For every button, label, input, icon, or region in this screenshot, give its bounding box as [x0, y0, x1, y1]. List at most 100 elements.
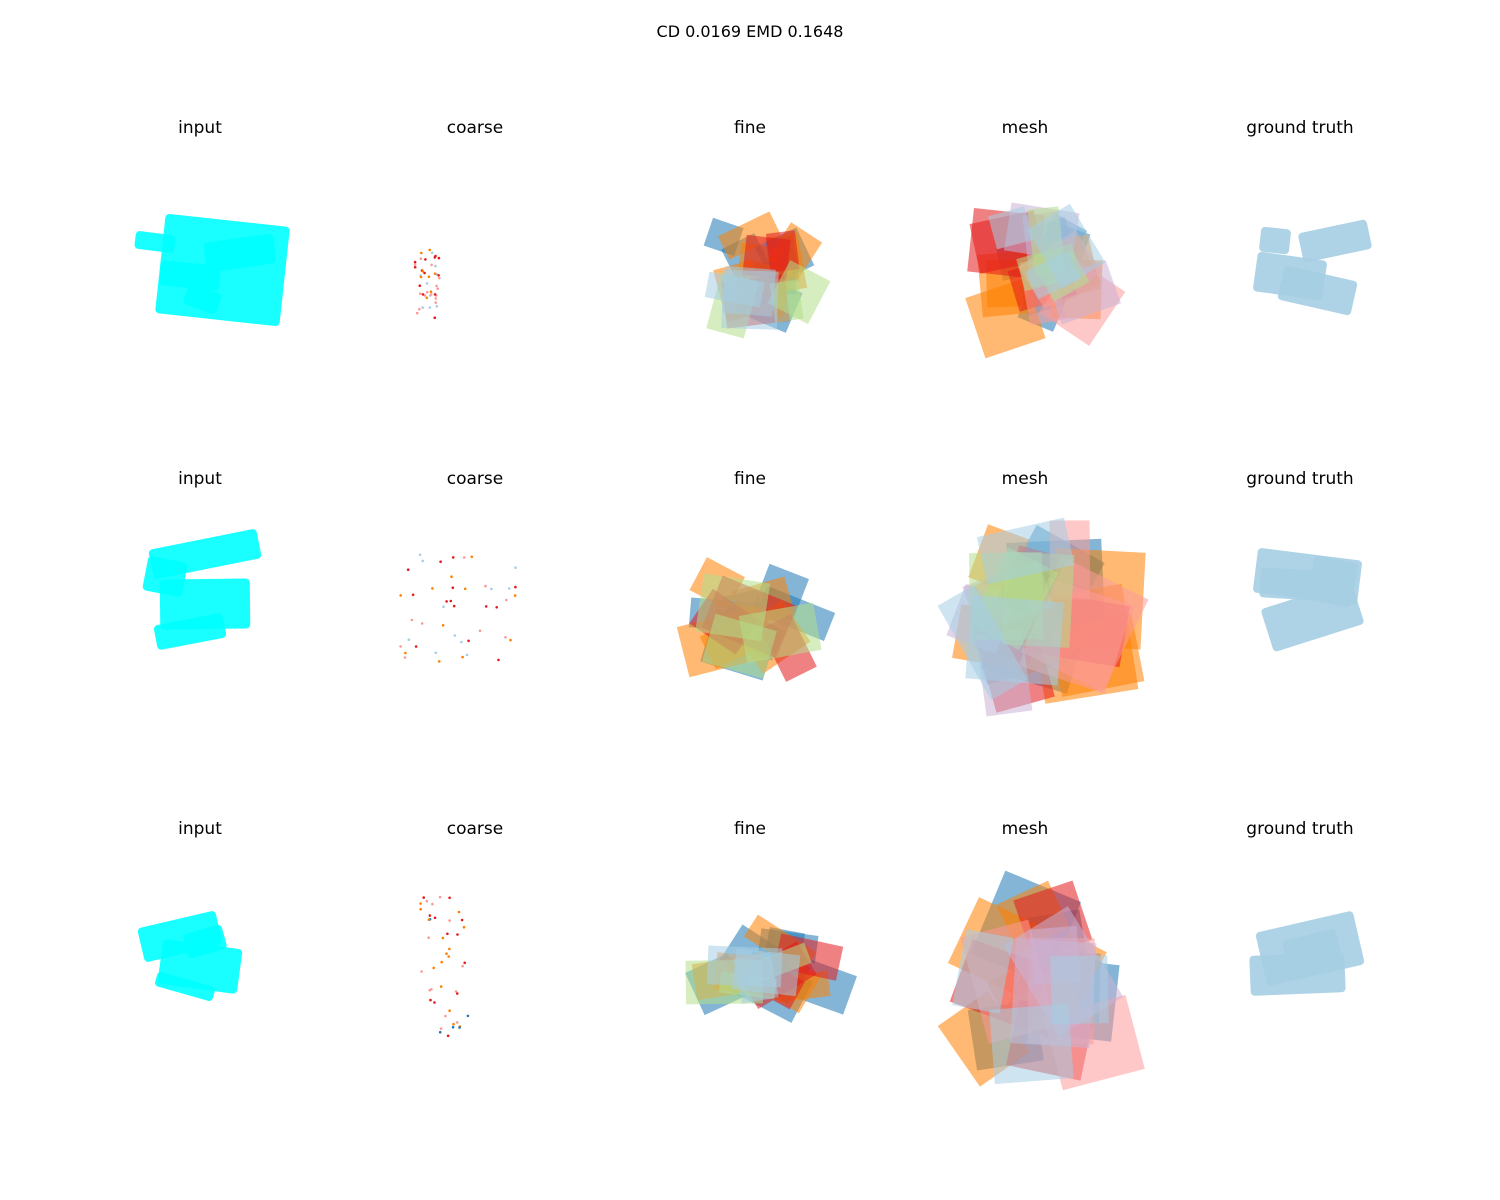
- data-point: [419, 292, 422, 295]
- data-point: [466, 1014, 470, 1018]
- data-point: [452, 1022, 455, 1026]
- data-point: [419, 275, 423, 279]
- point-cloud-plot: [1249, 911, 1365, 996]
- subplot-input-row2: input: [65, 469, 335, 769]
- subplot-title: ground truth: [1246, 118, 1354, 138]
- subplot-ground-truth-row2: ground truth: [1165, 469, 1435, 769]
- point-cloud-plot: [676, 557, 836, 682]
- point-cloud-part: [153, 613, 227, 650]
- data-point: [455, 1021, 459, 1024]
- data-point: [446, 932, 449, 936]
- subplot-coarse-row1: coarse: [340, 118, 610, 418]
- data-point: [413, 263, 417, 266]
- data-point: [437, 660, 441, 663]
- mesh-patch: [988, 206, 1034, 250]
- subplot-title: input: [178, 469, 222, 489]
- subplot-title: coarse: [446, 469, 504, 489]
- subplot-fine-row2: fine: [615, 469, 885, 769]
- data-point: [495, 606, 498, 609]
- data-point: [463, 961, 466, 965]
- data-point: [425, 282, 429, 285]
- data-point: [420, 970, 423, 973]
- data-point: [451, 556, 455, 559]
- data-point: [419, 257, 423, 260]
- data-point: [497, 658, 500, 662]
- data-point: [445, 600, 448, 603]
- data-point: [428, 248, 431, 252]
- data-point: [429, 293, 433, 296]
- data-point: [418, 307, 421, 311]
- point-cloud-plot: [937, 870, 1145, 1091]
- point-cloud-part: [1259, 567, 1321, 601]
- data-point: [428, 306, 432, 309]
- data-point: [420, 622, 424, 625]
- mesh-patch: [767, 260, 831, 325]
- data-point: [448, 947, 451, 951]
- data-point: [449, 599, 453, 603]
- subplot-mesh-row1: mesh: [890, 118, 1160, 418]
- subplot-mesh-row2: mesh: [890, 469, 1160, 769]
- data-point: [470, 555, 474, 559]
- subplot-fine-row1: fine: [615, 118, 885, 418]
- data-point: [456, 933, 459, 936]
- data-point: [407, 638, 411, 641]
- subplot-title: mesh: [1001, 819, 1049, 839]
- subplot-title: input: [178, 819, 222, 839]
- data-point: [411, 593, 415, 597]
- data-point: [424, 258, 427, 261]
- point-cloud-part: [183, 283, 222, 315]
- data-point: [450, 575, 453, 578]
- subplot-input-row3: input: [65, 819, 335, 1119]
- data-point: [504, 636, 507, 639]
- data-point: [437, 256, 441, 260]
- point-cloud-plot: [685, 914, 857, 1023]
- data-point: [423, 294, 427, 297]
- data-point: [514, 566, 517, 569]
- data-point: [419, 902, 422, 905]
- data-point: [453, 634, 457, 637]
- subplot-title: mesh: [1001, 118, 1049, 138]
- data-point: [421, 559, 424, 563]
- data-point: [446, 1034, 450, 1038]
- point-cloud-part: [1259, 226, 1291, 255]
- point-cloud-plot: [703, 211, 831, 339]
- data-point: [434, 254, 437, 258]
- subplot-input-row1: input: [65, 118, 335, 418]
- point-cloud-plot: [419, 895, 470, 1038]
- data-point: [433, 293, 437, 296]
- point-cloud-plot: [413, 248, 441, 319]
- subplot-title: coarse: [446, 118, 504, 138]
- data-point: [507, 587, 511, 590]
- data-point: [403, 656, 407, 659]
- point-cloud-plot: [1253, 548, 1364, 652]
- point-cloud-part: [1306, 555, 1359, 608]
- data-point: [406, 568, 410, 571]
- mesh-patch: [1026, 203, 1106, 289]
- data-point: [461, 964, 464, 968]
- data-point: [452, 604, 456, 608]
- data-point: [438, 1030, 442, 1034]
- data-point: [461, 655, 464, 659]
- data-point: [414, 645, 418, 648]
- data-point: [434, 297, 437, 300]
- data-point: [423, 271, 426, 275]
- data-point: [448, 896, 451, 900]
- mesh-patch: [1024, 251, 1081, 300]
- data-point: [435, 305, 439, 308]
- data-point: [399, 645, 402, 648]
- data-point: [484, 605, 488, 608]
- data-point: [419, 907, 422, 911]
- data-point: [509, 638, 512, 642]
- subplot-title: mesh: [1001, 469, 1049, 489]
- data-point: [435, 284, 438, 288]
- data-point: [425, 899, 429, 903]
- data-point: [434, 301, 437, 304]
- data-point: [430, 988, 433, 991]
- data-point: [448, 1009, 451, 1012]
- subplot-fine-row3: fine: [615, 819, 885, 1119]
- point-cloud-part: [1282, 928, 1343, 975]
- data-point: [431, 587, 434, 590]
- data-point: [444, 1014, 447, 1018]
- subplot-title: ground truth: [1246, 469, 1354, 489]
- data-point: [399, 594, 402, 597]
